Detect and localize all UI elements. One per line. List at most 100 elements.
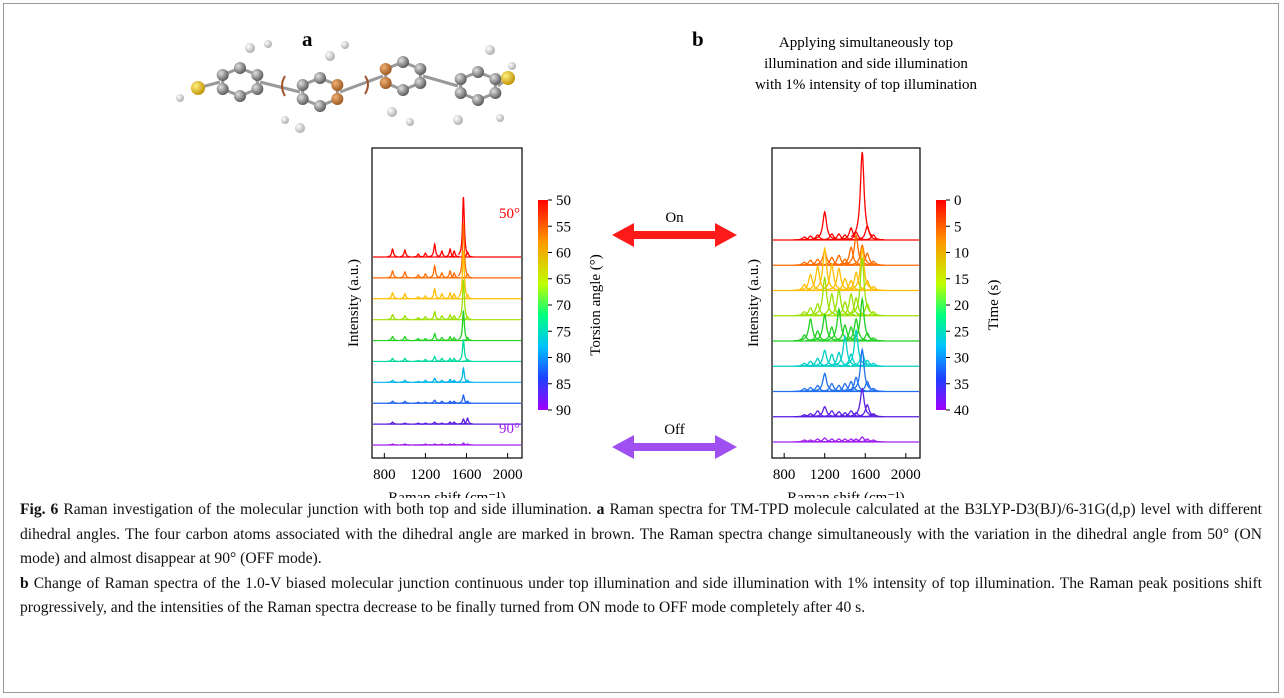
spectrum-peak bbox=[458, 339, 468, 360]
colorbar-title: Time (s) bbox=[986, 280, 1002, 331]
spectrum-peak bbox=[430, 312, 440, 320]
y-axis-label: Intensity (a.u.) bbox=[746, 259, 762, 347]
arrow-label: On bbox=[665, 210, 684, 226]
colorbar-tick-label: 50 bbox=[556, 193, 571, 209]
colorbar-tick-label: 65 bbox=[556, 272, 571, 288]
x-tick-label: 1200 bbox=[410, 467, 440, 483]
spectrum-peak bbox=[387, 337, 397, 341]
atom bbox=[331, 79, 343, 91]
arrow-head bbox=[612, 435, 634, 459]
spectrum-peak bbox=[387, 293, 397, 299]
atom bbox=[380, 77, 392, 89]
atom bbox=[387, 107, 397, 117]
atom bbox=[251, 83, 263, 95]
x-tick-label: 800 bbox=[773, 467, 796, 483]
x-tick-label: 800 bbox=[373, 467, 396, 483]
caption: Fig. 6 Raman investigation of the molecu… bbox=[20, 498, 1262, 621]
spectrum-peak bbox=[862, 235, 884, 240]
atom bbox=[414, 63, 426, 75]
spectrum-peak bbox=[430, 289, 440, 299]
colorbar-tick-label: 35 bbox=[954, 377, 969, 393]
spectrum-peak bbox=[420, 253, 430, 257]
caption-label: Fig. 6 bbox=[20, 501, 58, 518]
spectrum-peak bbox=[387, 271, 397, 278]
atom bbox=[234, 90, 246, 102]
spectrum-peak bbox=[851, 152, 873, 237]
spectrum-peak bbox=[400, 294, 410, 299]
colorbar-tick-label: 15 bbox=[954, 272, 969, 288]
atom bbox=[295, 123, 305, 133]
atom bbox=[325, 51, 335, 61]
atom bbox=[264, 40, 272, 48]
atom bbox=[508, 62, 516, 70]
caption-paragraph: Fig. 6 Raman investigation of the molecu… bbox=[20, 498, 1262, 572]
molecule-illustration bbox=[176, 40, 516, 133]
x-tick-label: 2000 bbox=[891, 467, 921, 483]
colorbar-tick-label: 10 bbox=[954, 246, 969, 262]
spectrum-peak bbox=[430, 244, 440, 257]
spectrum-peak bbox=[430, 334, 440, 341]
spectrum-peak bbox=[437, 251, 447, 257]
spectrum-peak bbox=[814, 374, 836, 391]
atom bbox=[251, 69, 263, 81]
arrow-head bbox=[715, 435, 737, 459]
atom bbox=[414, 77, 426, 89]
atom bbox=[217, 69, 229, 81]
panel-label: a bbox=[302, 27, 313, 51]
spectrum-peak bbox=[458, 368, 468, 382]
colorbar-tick-label: 70 bbox=[556, 298, 571, 314]
spectrum-peak bbox=[400, 337, 410, 341]
colorbar-tick-label: 85 bbox=[556, 377, 571, 393]
atom bbox=[472, 94, 484, 106]
y-axis-label: Intensity (a.u.) bbox=[346, 259, 362, 347]
caption-text: Raman investigation of the molecular jun… bbox=[58, 501, 596, 518]
spectrum-peak bbox=[400, 250, 410, 257]
colorbar-tick-label: 75 bbox=[556, 324, 571, 340]
spectrum-peak bbox=[458, 223, 468, 276]
colorbar bbox=[936, 200, 946, 410]
atom bbox=[331, 93, 343, 105]
colorbar-tick-label: 30 bbox=[954, 351, 969, 367]
atom bbox=[314, 100, 326, 112]
atom bbox=[380, 63, 392, 75]
atom bbox=[245, 43, 255, 53]
bond bbox=[423, 76, 458, 86]
spectrum-peak bbox=[458, 311, 468, 340]
arrow-shaft bbox=[630, 443, 719, 451]
atom bbox=[176, 94, 184, 102]
atom bbox=[501, 71, 515, 85]
panel-label: b bbox=[692, 27, 704, 51]
colorbar-tick-label: 60 bbox=[556, 246, 571, 262]
atom bbox=[489, 73, 501, 85]
subtitle: illumination and side illumination bbox=[764, 56, 968, 72]
atom bbox=[489, 87, 501, 99]
colorbar-tick-label: 5 bbox=[954, 219, 962, 235]
colorbar-tick-label: 90 bbox=[556, 403, 571, 419]
atom bbox=[406, 118, 414, 126]
arrow-label: Off bbox=[664, 422, 685, 438]
x-tick-label: 1600 bbox=[850, 467, 880, 483]
x-tick-label: 1600 bbox=[452, 467, 482, 483]
caption-text: Change of Raman spectra of the 1.0-V bia… bbox=[20, 575, 1262, 617]
bond bbox=[260, 82, 300, 92]
atom bbox=[453, 115, 463, 125]
spectrum-peak bbox=[387, 249, 397, 257]
atom bbox=[455, 87, 467, 99]
atom bbox=[472, 66, 484, 78]
atom bbox=[234, 62, 246, 74]
spectrum-peak bbox=[851, 249, 873, 289]
x-axis-label: Raman shift (cm⁻¹) bbox=[787, 490, 904, 498]
atom bbox=[297, 93, 309, 105]
caption-paragraph: b Change of Raman spectra of the 1.0-V b… bbox=[20, 572, 1262, 621]
spectrum-peak bbox=[400, 272, 410, 278]
subtitle: Applying simultaneously top bbox=[779, 35, 953, 51]
colorbar-tick-label: 55 bbox=[556, 219, 571, 235]
x-tick-label: 2000 bbox=[493, 467, 523, 483]
atom bbox=[281, 116, 289, 124]
colorbar bbox=[538, 200, 548, 410]
arrow-shaft bbox=[630, 231, 719, 239]
spectrum-peak bbox=[400, 316, 410, 320]
spectrum-peak bbox=[387, 315, 397, 320]
atom bbox=[496, 114, 504, 122]
spectrum-peak bbox=[430, 266, 440, 278]
